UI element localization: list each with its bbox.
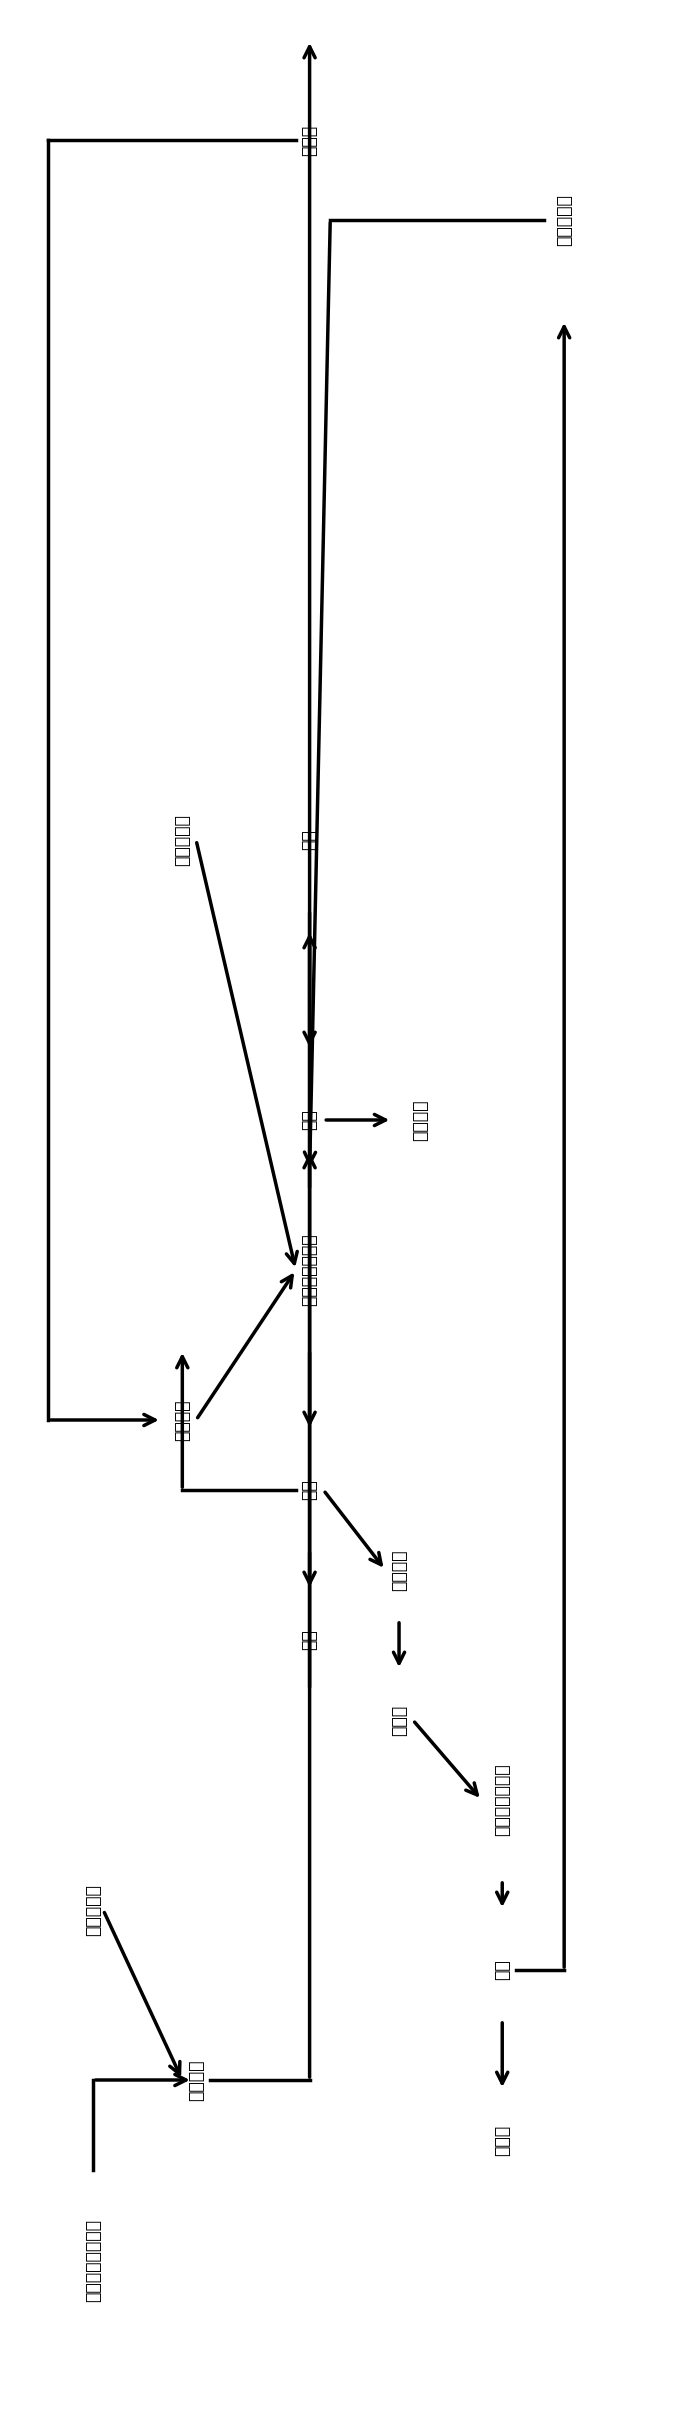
Text: 钾芒硝: 钾芒硝 [390,1704,408,1735]
Text: 二步复分解反应: 二步复分解反应 [493,1764,511,1837]
Text: 蒸发浓缩: 蒸发浓缩 [187,2059,205,2101]
Text: 硫酸钾: 硫酸钾 [493,2125,511,2156]
Text: 氯化钾和水: 氯化钾和水 [555,194,573,247]
Text: 氢氧化镁: 氢氧化镁 [411,1099,429,1140]
Text: 苦咸水淡化废盐水: 苦咸水淡化废盐水 [84,2219,102,2301]
Text: 制镁: 制镁 [301,1111,319,1130]
Text: 蒸发: 蒸发 [301,1629,319,1650]
Text: 氯化钾和水: 氯化钾和水 [173,813,191,866]
Text: 日光或蒸汽: 日光或蒸汽 [84,1885,102,1936]
Text: 制盐母液: 制盐母液 [173,1399,191,1440]
Text: 分离: 分离 [493,1960,511,1980]
Text: 烧碱: 烧碱 [301,830,319,849]
Text: 一步母液: 一步母液 [390,1549,408,1590]
Text: 氯化钠: 氯化钠 [301,123,319,155]
Text: 分离: 分离 [301,1479,319,1500]
Text: 一步复分解反应: 一步复分解反应 [301,1234,319,1307]
